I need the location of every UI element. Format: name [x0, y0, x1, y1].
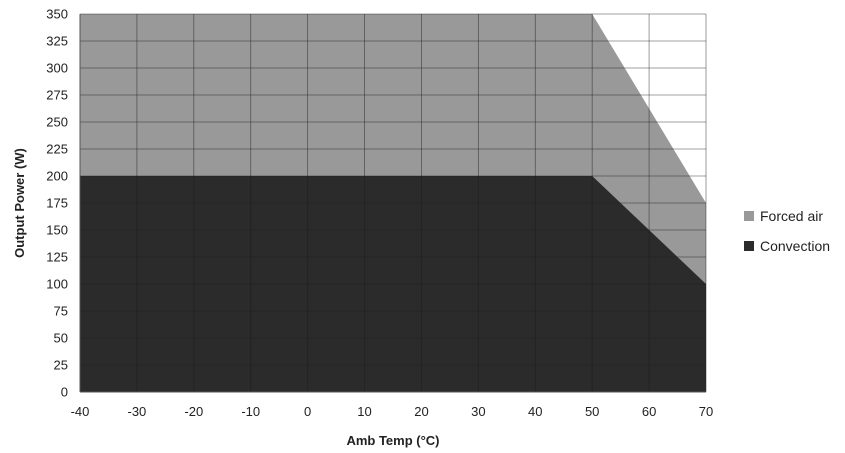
x-tick-label: 40 — [528, 404, 542, 419]
y-tick-label: 350 — [46, 7, 68, 22]
y-tick-label: 125 — [46, 250, 68, 265]
y-tick-label: 75 — [54, 304, 68, 319]
x-tick-label: -20 — [184, 404, 203, 419]
y-tick-label: 150 — [46, 223, 68, 238]
y-tick-label: 50 — [54, 331, 68, 346]
legend-swatch — [744, 241, 754, 251]
y-tick-label: 25 — [54, 358, 68, 373]
x-tick-label: 20 — [414, 404, 428, 419]
x-tick-label: 30 — [471, 404, 485, 419]
y-tick-label: 0 — [61, 385, 68, 400]
legend-label: Convection — [760, 238, 830, 254]
x-tick-label: 60 — [642, 404, 656, 419]
y-tick-label: 225 — [46, 142, 68, 157]
axes — [79, 14, 706, 393]
y-tick-label: 250 — [46, 115, 68, 130]
x-tick-label: -10 — [241, 404, 260, 419]
legend-swatch — [744, 211, 754, 221]
gridlines — [79, 13, 707, 393]
x-tick-labels: -40 -30 -20 -10 0 10 20 30 40 50 60 70 — [71, 404, 714, 419]
x-tick-label: -30 — [128, 404, 147, 419]
y-tick-label: 300 — [46, 61, 68, 76]
y-tick-label: 175 — [46, 196, 68, 211]
y-tick-label: 100 — [46, 277, 68, 292]
x-axis-title: Amb Temp (°C) — [346, 433, 439, 448]
legend: Forced air Convection — [744, 208, 830, 254]
y-tick-label: 200 — [46, 169, 68, 184]
y-axis-title: Output Power (W) — [12, 148, 27, 258]
legend-label: Forced air — [760, 208, 823, 224]
x-tick-label: 10 — [357, 404, 371, 419]
y-tick-label: 275 — [46, 88, 68, 103]
x-tick-label: -40 — [71, 404, 90, 419]
y-tick-label: 325 — [46, 34, 68, 49]
x-tick-label: 70 — [699, 404, 713, 419]
y-tick-labels: 0 25 50 75 100 125 150 175 200 225 250 275 300 325 350 — [46, 7, 68, 400]
x-tick-label: 50 — [585, 404, 599, 419]
x-tick-label: 0 — [304, 404, 311, 419]
